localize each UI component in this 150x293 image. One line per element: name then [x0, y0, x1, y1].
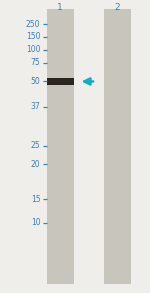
Text: 1: 1	[57, 3, 63, 12]
Text: 250: 250	[26, 20, 40, 28]
Text: 25: 25	[31, 142, 40, 150]
Bar	[46, 78, 74, 85]
Text: 15: 15	[31, 195, 40, 204]
Text: 10: 10	[31, 218, 40, 227]
Bar	[46, 9, 74, 284]
Text: 50: 50	[31, 77, 40, 86]
Text: 37: 37	[31, 103, 40, 111]
Text: 150: 150	[26, 33, 40, 41]
Bar	[103, 9, 130, 284]
Text: 20: 20	[31, 160, 40, 168]
Text: 100: 100	[26, 45, 40, 54]
Text: 2: 2	[114, 3, 120, 12]
Text: 75: 75	[31, 59, 40, 67]
